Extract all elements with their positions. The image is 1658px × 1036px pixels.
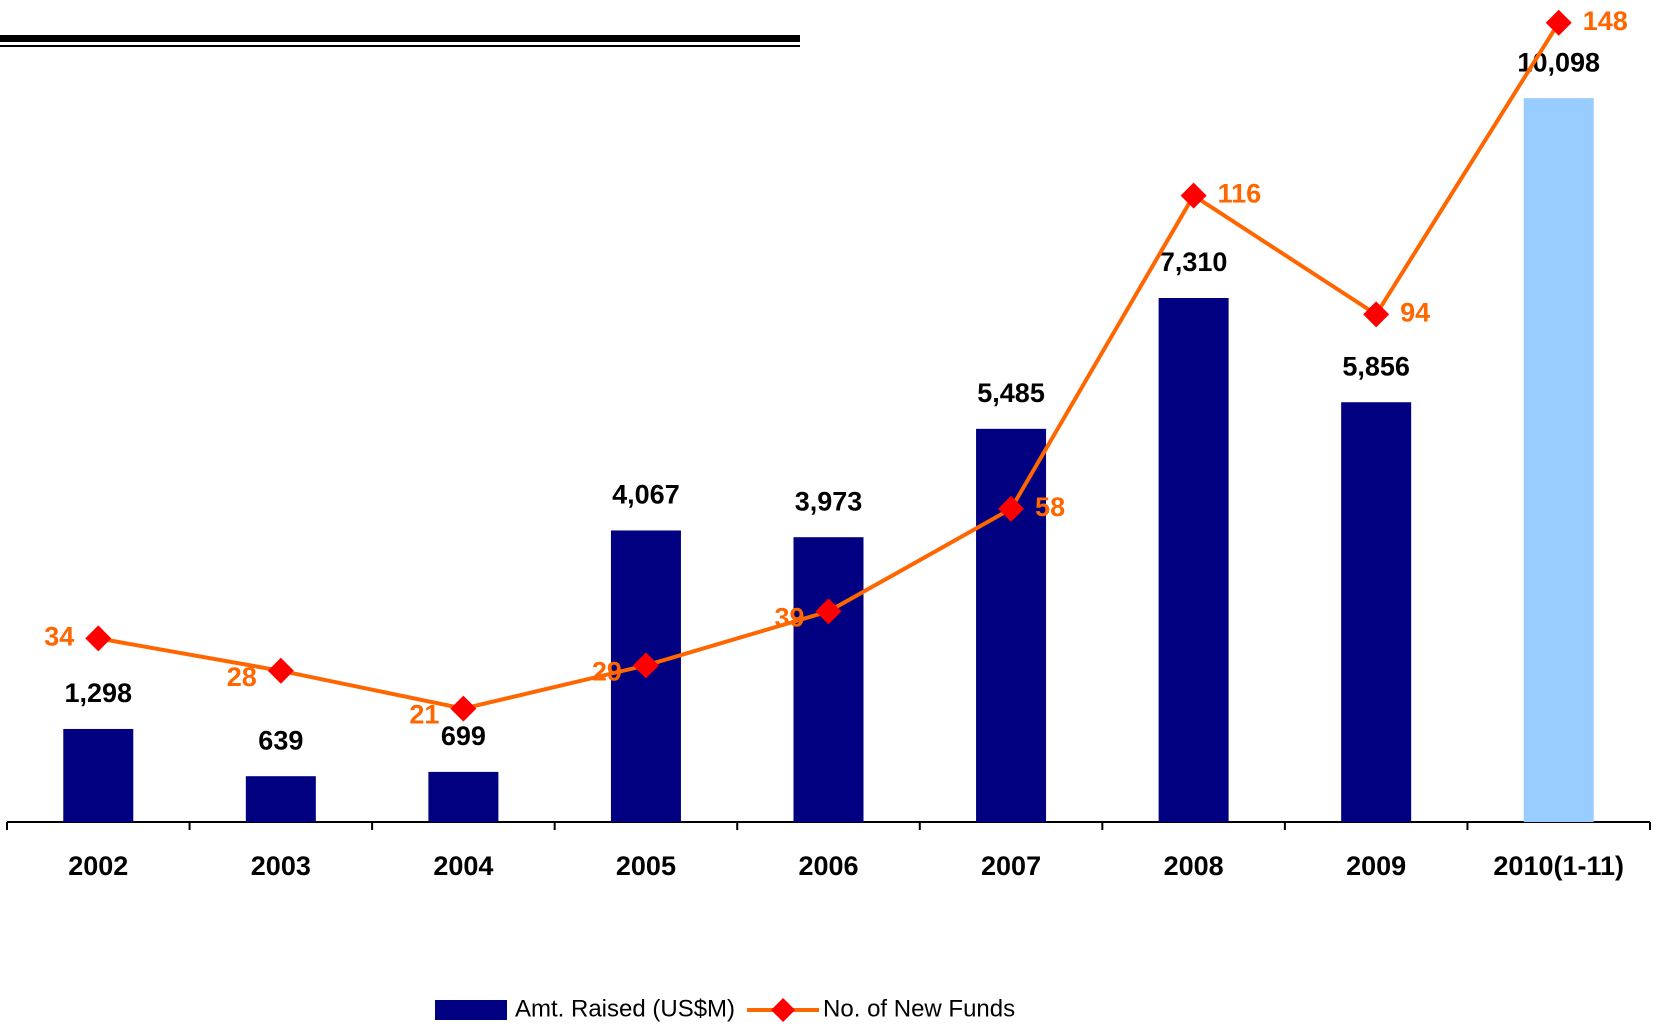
line-marker — [1363, 301, 1390, 328]
line-value-label: 94 — [1400, 298, 1430, 328]
header-rule — [0, 45, 800, 47]
line-marker — [85, 625, 112, 652]
x-tick-label: 2006 — [798, 851, 858, 881]
legend-swatch — [771, 998, 796, 1022]
line-value-label: 39 — [774, 603, 804, 633]
bar — [63, 728, 134, 822]
bar-value-label: 3,973 — [795, 486, 863, 516]
legend-label: No. of New Funds — [823, 995, 1015, 1022]
bar-value-label: 639 — [258, 725, 303, 755]
bar — [976, 428, 1047, 822]
line-marker — [815, 598, 842, 625]
legend-label: Amt. Raised (US$M) — [515, 995, 735, 1022]
x-tick-label: 2003 — [251, 851, 311, 881]
bar-value-label: 4,067 — [612, 480, 680, 510]
line-value-label: 28 — [227, 662, 257, 692]
bar — [793, 537, 864, 822]
line-marker — [1545, 9, 1572, 36]
bar-value-label: 7,310 — [1160, 247, 1228, 277]
line-value-label: 21 — [409, 700, 439, 730]
line-marker — [1180, 182, 1207, 209]
line-marker — [632, 652, 659, 679]
bar-value-label: 1,298 — [64, 678, 132, 708]
line-value-label: 148 — [1583, 6, 1628, 36]
bar — [245, 776, 316, 822]
x-tick-label: 2007 — [981, 851, 1041, 881]
bar — [1158, 298, 1229, 822]
x-tick-label: 2004 — [433, 851, 493, 881]
line-marker — [267, 657, 294, 684]
line-value-label: 116 — [1218, 179, 1262, 209]
header-rule — [0, 35, 800, 42]
x-tick-label: 2009 — [1346, 851, 1406, 881]
x-tick-label: 2010(1-11) — [1493, 851, 1624, 881]
bar-value-label: 5,485 — [977, 378, 1045, 408]
bar-value-label: 10,098 — [1517, 47, 1600, 77]
line-value-label: 29 — [592, 657, 622, 687]
bar — [1523, 98, 1594, 822]
line-value-label: 34 — [44, 622, 74, 652]
bar — [428, 771, 499, 822]
line-marker — [998, 495, 1025, 522]
bar — [1341, 402, 1412, 822]
x-tick-label: 2008 — [1164, 851, 1224, 881]
x-tick-label: 2005 — [616, 851, 676, 881]
line-marker — [450, 695, 477, 722]
bar-value-label: 699 — [441, 721, 486, 751]
x-tick-label: 2002 — [68, 851, 128, 881]
bar-value-label: 5,856 — [1342, 351, 1410, 381]
line-value-label: 58 — [1035, 492, 1065, 522]
legend-swatch — [435, 1000, 507, 1020]
